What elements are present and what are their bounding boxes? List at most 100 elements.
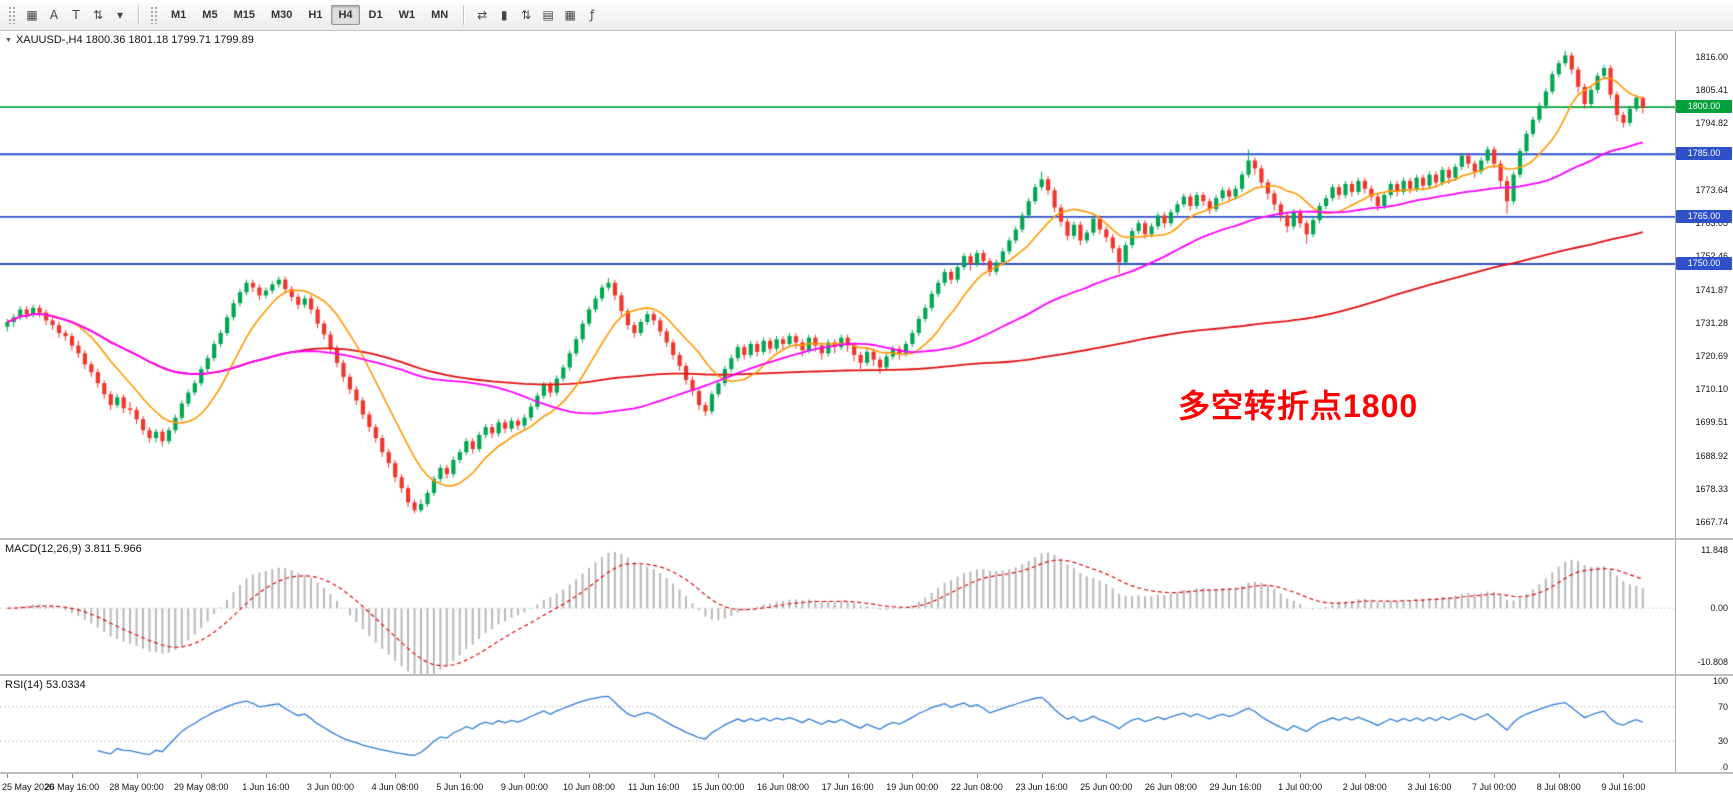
toolbar: ▦ A T ⇅ ▾ M1 M5 M15 M30 H1 H4 D1 W1 MN ⇄ ▮ ⇅ ▤ ▦ ƒ [0, 0, 1733, 31]
scale-tool-icon[interactable]: ⇅ [87, 4, 109, 26]
time-axis-tick [524, 774, 526, 778]
rsi-plot: RSI(14) 53.0334 [0, 676, 1676, 772]
time-axis-tick [71, 774, 73, 778]
time-axis-label: 23 Jun 16:00 [1015, 782, 1068, 792]
macd-canvas[interactable] [0, 540, 1676, 674]
time-axis-label: 9 Jun 00:00 [500, 782, 548, 792]
price-level-badge: 1750.00 [1676, 257, 1732, 270]
price-axis-label: 1773.64 [1695, 184, 1728, 195]
time-axis[interactable]: 25 May 2020 26 May 16:00 28 May 00:00 29 Ma… [0, 772, 1733, 801]
indicators-icon[interactable]: ƒ [581, 4, 603, 26]
collapse-subwindow-icon[interactable]: ▼ [5, 36, 12, 44]
timeframe-button-h1[interactable]: H1 [301, 5, 329, 25]
charts-grid-icon[interactable]: ▦ [21, 4, 43, 26]
timeframe-button-mn[interactable]: MN [424, 5, 455, 25]
buy-sell-arrows-icon[interactable]: ⇅ [515, 4, 537, 26]
new-order-icon[interactable]: ⇄ [471, 4, 493, 26]
macd-axis-label: 11.848 [1701, 544, 1728, 555]
price-axis-label: 1667.74 [1695, 517, 1728, 527]
time-axis-label: 1 Jun 16:00 [242, 782, 290, 792]
dropdown-arrow-icon[interactable]: ▾ [109, 4, 131, 26]
time-axis-tick [330, 774, 332, 778]
price-chart-panel: ▼ XAUUSD-,H4 1800.36 1801.18 1799.71 179… [0, 31, 1733, 538]
timeframe-toolbar-drag-handle[interactable] [150, 6, 157, 24]
chart-header-text: XAUUSD-,H4 1800.36 1801.18 1799.71 1799.… [15, 34, 254, 46]
time-axis-label: 11 Jun 16:00 [627, 782, 680, 792]
time-axis-label: 2 Jul 08:00 [1342, 782, 1387, 792]
timeframe-button-m30[interactable]: M30 [264, 5, 299, 25]
time-axis-tick [1429, 774, 1431, 778]
rsi-axis[interactable]: 100 70 30 0 [1675, 676, 1733, 772]
macd-panel: MACD(12,26,9) 3.811 5.966 11.848 0.00 -10.… [0, 538, 1733, 674]
time-axis-tick [1170, 774, 1172, 778]
rsi-panel: RSI(14) 53.0334 100 70 30 0 [0, 674, 1733, 772]
time-axis-label: 9 Jul 16:00 [1601, 782, 1646, 792]
price-chart-canvas[interactable] [0, 31, 1676, 538]
toolbar-right-icons: ⇄ ▮ ⇅ ▤ ▦ ƒ [471, 4, 603, 26]
time-axis-label: 22 Jun 08:00 [950, 782, 1003, 792]
timeframe-button-w1[interactable]: W1 [392, 5, 423, 25]
price-axis-label: 1752.46 [1695, 251, 1728, 261]
macd-axis-label: 0.00 [1710, 603, 1728, 614]
time-axis-tick [847, 774, 849, 778]
text-label-icon[interactable]: A [43, 4, 65, 26]
time-axis-label: 15 Jun 00:00 [692, 782, 745, 792]
macd-axis-label: -10.808 [1697, 656, 1728, 667]
chart-header: ▼ XAUUSD-,H4 1800.36 1801.18 1799.71 179… [5, 34, 254, 46]
chart-candles-icon[interactable]: ▮ [493, 4, 515, 26]
time-axis-tick [7, 774, 9, 778]
price-axis-label: 1731.28 [1695, 317, 1728, 328]
time-axis-tick [912, 774, 914, 778]
grid-icon[interactable]: ▦ [559, 4, 581, 26]
time-axis-label: 25 Jun 00:00 [1080, 782, 1133, 792]
time-axis-label: 10 Jun 08:00 [563, 782, 616, 792]
time-axis-tick [1041, 774, 1043, 778]
time-axis-label: 19 Jun 00:00 [886, 782, 939, 792]
price-axis-label: 1763.05 [1695, 218, 1728, 229]
document-icon[interactable]: ▤ [537, 4, 559, 26]
time-axis-tick [265, 774, 267, 778]
timeframe-button-m5[interactable]: M5 [195, 5, 224, 25]
price-axis-label: 1816.00 [1695, 52, 1728, 62]
macd-label: MACD(12,26,9) 3.811 5.966 [5, 543, 142, 555]
macd-axis[interactable]: 11.848 0.00 -10.808 [1675, 540, 1733, 674]
price-axis[interactable]: 1816.001805.411794.821784.231773.641763.… [1675, 31, 1733, 538]
time-axis-label: 4 Jun 08:00 [371, 782, 419, 792]
price-level-badge: 1765.00 [1676, 209, 1732, 223]
time-axis-tick [201, 774, 203, 778]
price-axis-label: 1678.33 [1695, 483, 1728, 494]
time-axis-tick [459, 774, 461, 778]
time-axis-label: 26 Jun 08:00 [1144, 782, 1197, 792]
price-axis-label: 1699.51 [1695, 417, 1728, 428]
price-axis-label: 1720.69 [1695, 350, 1728, 361]
time-axis-label: 16 Jun 08:00 [756, 782, 809, 792]
price-chart-plot: ▼ XAUUSD-,H4 1800.36 1801.18 1799.71 179… [0, 31, 1676, 538]
macd-plot: MACD(12,26,9) 3.811 5.966 [0, 540, 1676, 674]
time-axis-tick [653, 774, 655, 778]
time-axis-tick [136, 774, 138, 778]
time-axis-tick [782, 774, 784, 778]
time-axis-label: 3 Jun 00:00 [306, 782, 354, 792]
time-axis-label: 29 Jun 16:00 [1209, 782, 1262, 792]
timeframe-button-m1[interactable]: M1 [164, 5, 193, 25]
time-axis-tick [1300, 774, 1302, 778]
timeframe-toolbar: M1 M5 M15 M30 H1 H4 D1 W1 MN [163, 5, 456, 25]
timeframe-button-d1[interactable]: D1 [362, 5, 390, 25]
time-axis-label: 25 May 2020 [2, 782, 55, 792]
timeframe-button-h4[interactable]: H4 [331, 5, 360, 25]
rsi-canvas[interactable] [0, 676, 1676, 772]
price-axis-label: 1741.87 [1695, 284, 1728, 295]
price-axis-label: 1794.82 [1695, 118, 1728, 129]
chart-annotation[interactable]: 多空转折点1800 [1178, 388, 1419, 424]
price-axis-label: 1805.41 [1695, 85, 1728, 96]
text-box-icon[interactable]: T [65, 4, 87, 26]
rsi-axis-label: 30 [1717, 736, 1728, 747]
price-level-badge: 1800.00 [1676, 100, 1732, 114]
toolbar-drag-handle[interactable] [8, 6, 15, 24]
rsi-axis-label: 0 [1722, 762, 1728, 772]
time-axis-tick [976, 774, 978, 778]
time-axis-label: 29 May 08:00 [173, 782, 229, 792]
timeframe-button-m15[interactable]: M15 [227, 5, 262, 25]
time-axis-label: 17 Jun 16:00 [821, 782, 874, 792]
